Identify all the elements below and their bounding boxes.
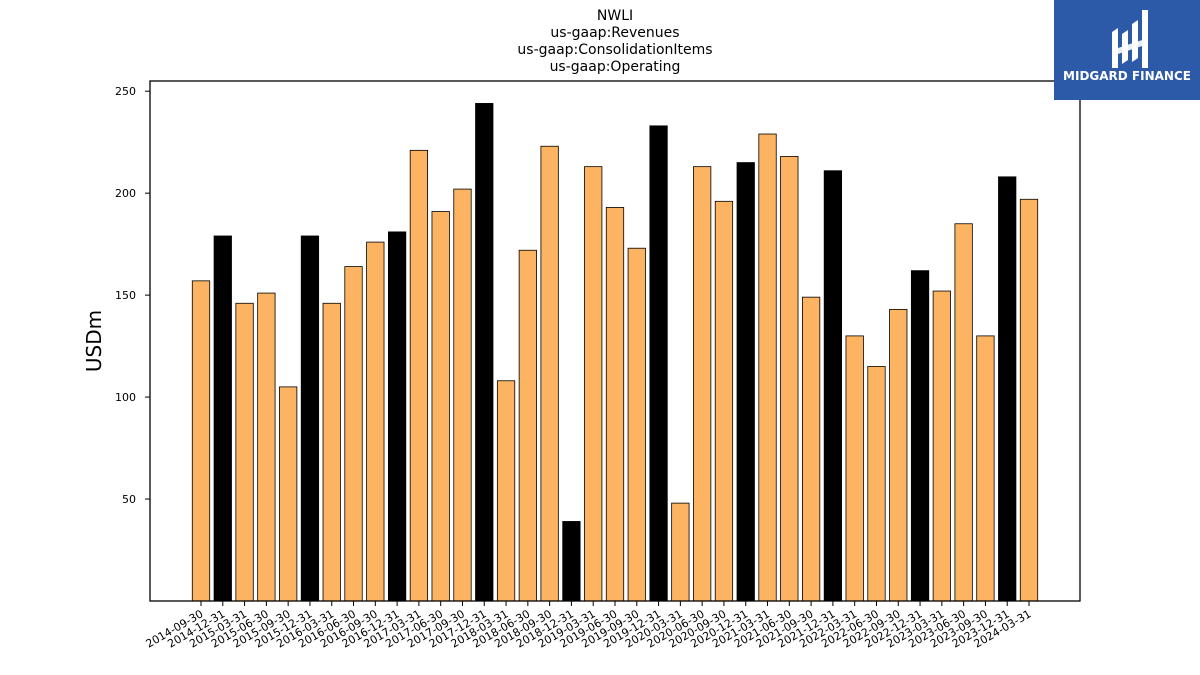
- bar: [409, 149, 429, 602]
- bar: [649, 125, 668, 602]
- bar: [322, 302, 341, 602]
- bars-group: [191, 103, 1039, 602]
- title-line: us-gaap:Operating: [550, 59, 681, 75]
- bar: [845, 335, 864, 602]
- bar: [693, 166, 712, 602]
- bar: [932, 290, 951, 602]
- bar: [387, 231, 407, 602]
- bar: [496, 380, 516, 602]
- bar: [954, 223, 973, 602]
- y-axis: 50 100 150 200 250: [115, 85, 150, 506]
- bar: [257, 292, 276, 602]
- bar: [780, 156, 799, 602]
- bar: [627, 247, 646, 602]
- bar: [867, 366, 886, 602]
- logo-text: MIDGARD FINANCE: [1063, 69, 1191, 83]
- bar: [605, 207, 625, 602]
- y-tick-label: 250: [115, 85, 136, 98]
- title-line: NWLI: [597, 8, 633, 24]
- bar: [518, 249, 537, 602]
- bar: [758, 133, 777, 602]
- title-line: us-gaap:ConsolidationItems: [517, 42, 712, 58]
- bar: [584, 166, 603, 602]
- bar: [562, 521, 581, 602]
- bar: [823, 170, 843, 602]
- x-axis: 2014-09-302014-12-312015-03-312015-06-30…: [144, 601, 1034, 651]
- bar: [540, 145, 559, 602]
- bar: [714, 200, 734, 602]
- bar: [453, 188, 472, 602]
- bar: [213, 235, 232, 602]
- bar: [191, 280, 211, 602]
- y-axis-label: USDm: [82, 310, 106, 372]
- bar: [671, 502, 690, 602]
- bar: [235, 302, 254, 602]
- bar: [475, 103, 494, 602]
- logo-mark-icon: [1112, 10, 1148, 68]
- bar: [1019, 198, 1039, 602]
- title-line: us-gaap:Revenues: [550, 25, 679, 41]
- bar: [736, 162, 755, 602]
- bar: [344, 266, 363, 602]
- bar: [300, 235, 320, 602]
- bar: [431, 211, 450, 602]
- chart-title: NWLIus-gaap:Revenuesus-gaap:Consolidatio…: [517, 8, 712, 75]
- bar: [910, 270, 930, 602]
- y-tick-label: 200: [115, 187, 136, 200]
- midgard-finance-logo: MIDGARD FINANCE: [1054, 0, 1200, 100]
- bar: [366, 241, 385, 602]
- y-tick-label: 50: [122, 493, 136, 506]
- bar: [976, 335, 995, 602]
- y-tick-label: 100: [115, 391, 136, 404]
- bar: [889, 308, 908, 602]
- bar: [801, 296, 821, 602]
- bar: [998, 176, 1017, 602]
- y-tick-label: 150: [115, 289, 136, 302]
- bar: [279, 386, 298, 602]
